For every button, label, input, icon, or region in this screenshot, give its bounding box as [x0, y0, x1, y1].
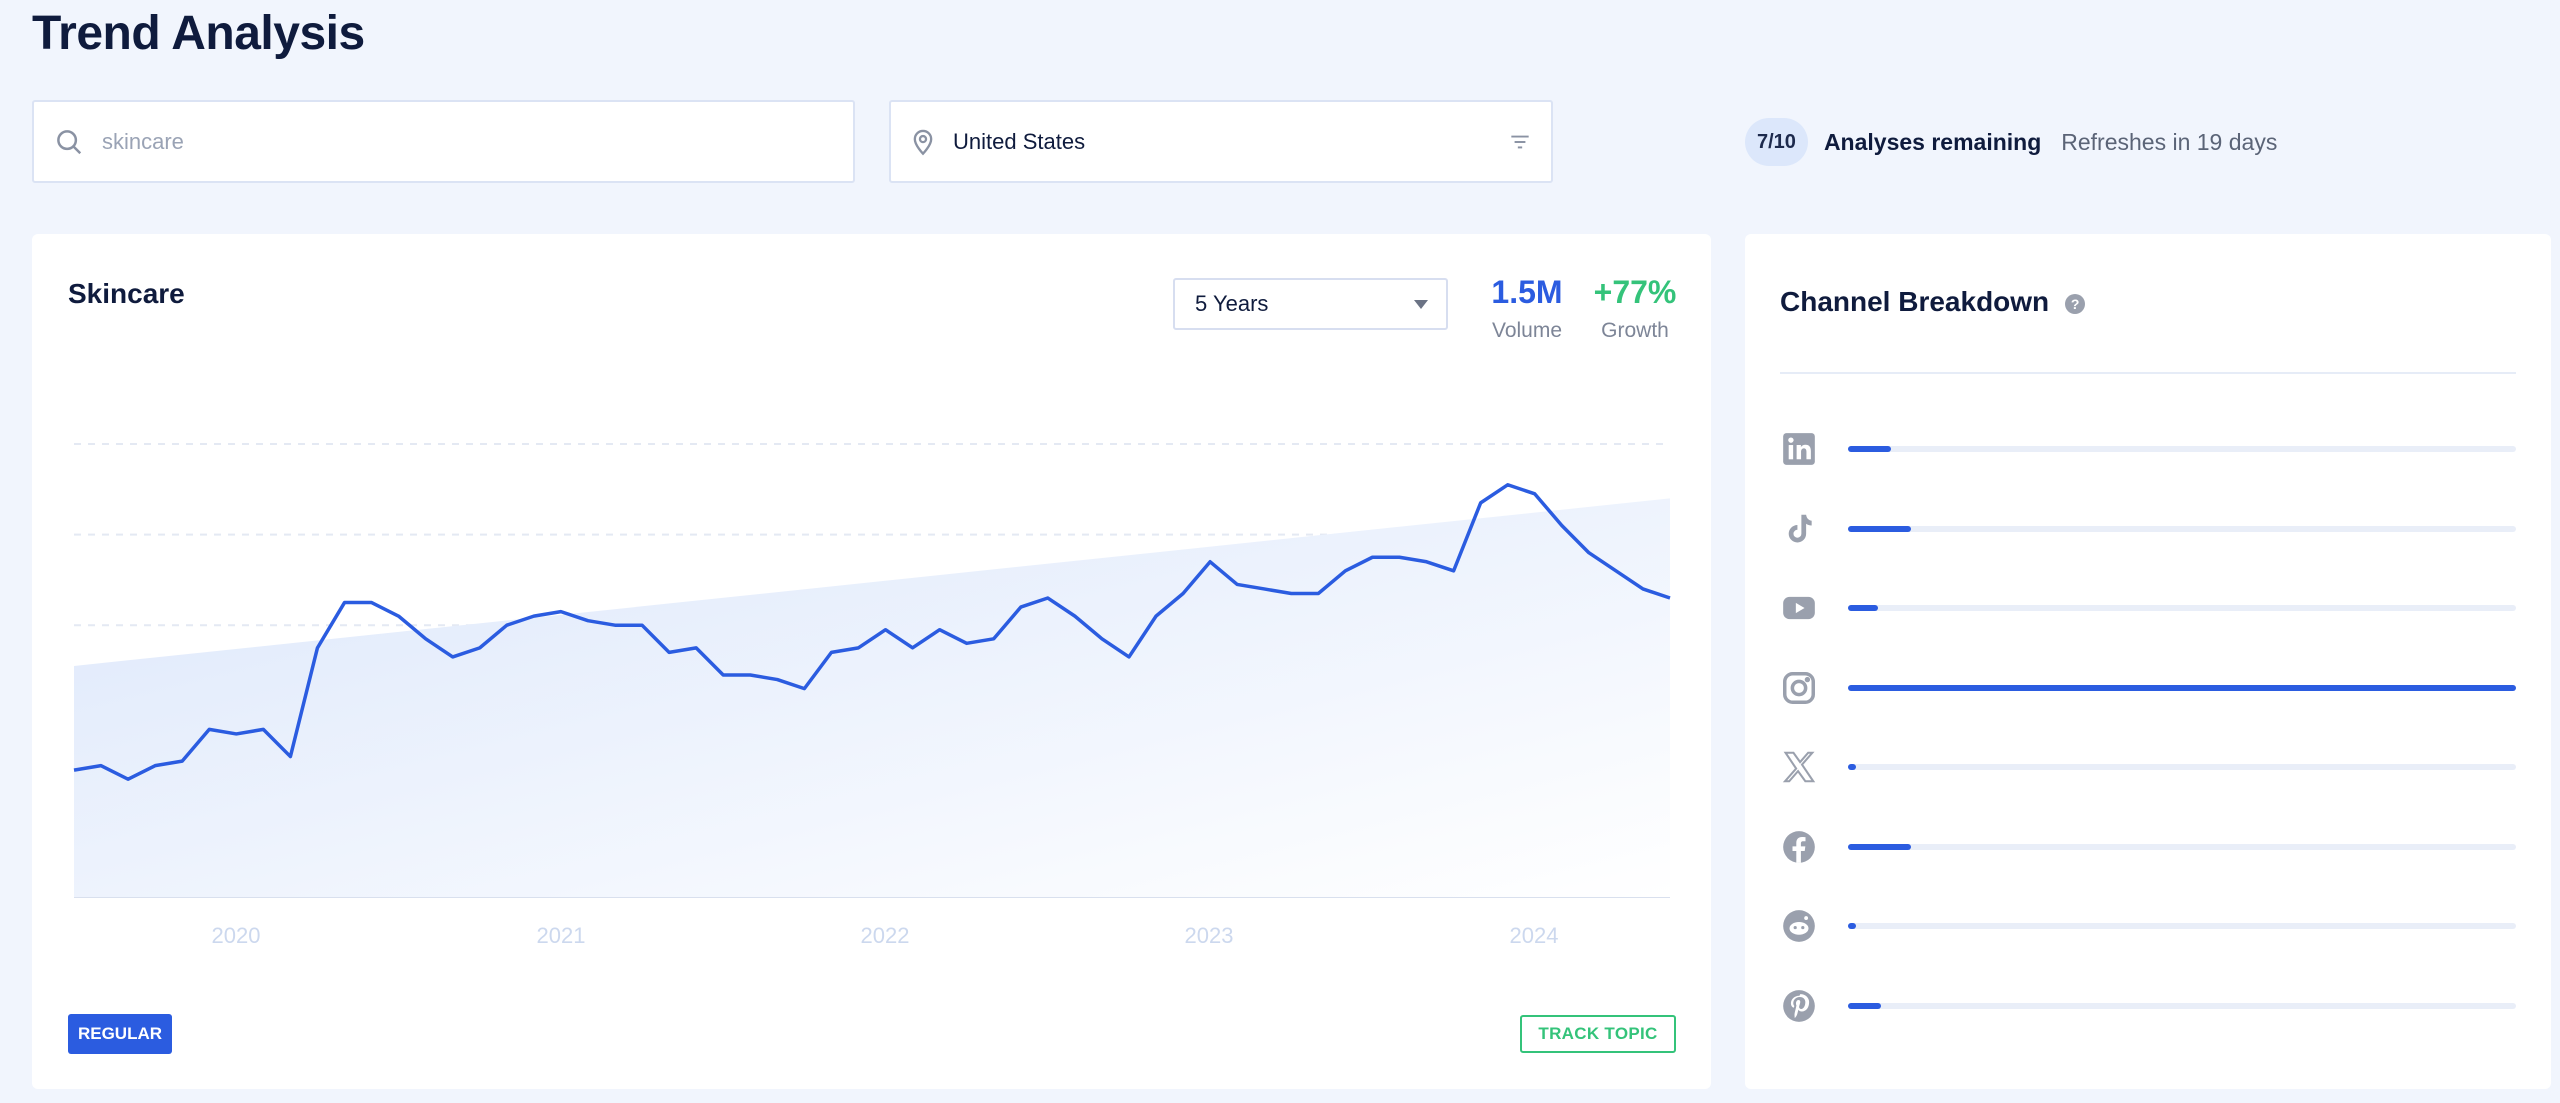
- channel-bar-track: [1848, 843, 2516, 850]
- channel-bar-fill: [1848, 843, 1912, 850]
- growth-label: Growth: [1601, 319, 1669, 342]
- pinterest-icon: [1780, 987, 1818, 1025]
- series-line: [73, 483, 1671, 781]
- channel-bar-fill: [1848, 1002, 1882, 1009]
- period-value: 5 Years: [1195, 291, 1269, 316]
- quota-badge: 7/10: [1745, 118, 1808, 166]
- x-tick-label: 2023: [1185, 923, 1234, 948]
- page-title: Trend Analysis: [32, 7, 365, 60]
- help-icon[interactable]: ?: [2065, 293, 2086, 314]
- channel-bar-track: [1848, 525, 2516, 532]
- growth-stat: +77% Growth: [1585, 274, 1685, 343]
- channel-row-facebook: [1780, 828, 2516, 868]
- channel-bar-track: [1848, 605, 2516, 611]
- trend-card: Skincare 5 Years 1.5M Volume +77% Growth…: [32, 234, 1711, 1089]
- reddit-icon: [1780, 907, 1818, 945]
- location-value: United States: [953, 128, 1086, 154]
- channel-bar-track: [1848, 446, 2516, 452]
- channel-row-pinterest: [1780, 987, 2516, 1027]
- divider: [1780, 372, 2516, 374]
- search-input[interactable]: [102, 128, 802, 155]
- track-topic-button[interactable]: TRACK TOPIC: [1520, 1015, 1676, 1053]
- instagram-icon: [1780, 669, 1818, 707]
- channel-bar-fill: [1848, 605, 1879, 611]
- x-tick-label: 2022: [861, 923, 910, 948]
- topic-title: Skincare: [68, 278, 185, 309]
- trend-band-area: [74, 498, 1670, 897]
- channel-row-youtube: [1780, 589, 2516, 629]
- youtube-icon: [1780, 589, 1818, 627]
- quota-refresh-text: Refreshes in 19 days: [2061, 128, 2278, 155]
- channel-breakdown-card: Channel Breakdown ?: [1745, 234, 2551, 1089]
- facebook-icon: [1780, 828, 1818, 866]
- caret-down-icon: [1414, 300, 1428, 309]
- search-field[interactable]: [32, 100, 855, 183]
- channel-breakdown-label: Channel Breakdown: [1780, 286, 2050, 317]
- channel-row-linkedin: [1780, 430, 2516, 470]
- channel-breakdown-title: Channel Breakdown ?: [1780, 286, 2086, 318]
- trend-chart: 2020 2021 2022 2023 2024: [73, 443, 1671, 948]
- search-icon: [57, 129, 82, 154]
- channel-bar-track: [1848, 1002, 2516, 1009]
- channel-row-x: [1780, 748, 2516, 788]
- location-select[interactable]: United States: [889, 100, 1553, 183]
- growth-value: +77%: [1593, 274, 1677, 310]
- channel-bar-fill: [1848, 684, 2516, 691]
- filter-icon[interactable]: [1507, 129, 1533, 155]
- channel-bar-fill: [1848, 446, 1892, 452]
- channel-bar-track: [1848, 923, 2516, 929]
- channel-row-instagram: [1780, 669, 2516, 709]
- channel-row-reddit: [1780, 907, 2516, 947]
- location-pin-icon: [913, 129, 933, 155]
- x-icon: [1780, 748, 1818, 786]
- channel-bar-fill: [1848, 764, 1857, 770]
- volume-value: 1.5M: [1491, 274, 1563, 310]
- x-tick-label: 2021: [537, 923, 586, 948]
- channel-bar-track: [1848, 764, 2516, 770]
- linkedin-icon: [1780, 430, 1818, 468]
- channel-bar-fill: [1848, 923, 1857, 929]
- volume-label: Volume: [1491, 319, 1563, 342]
- period-select[interactable]: 5 Years: [1173, 278, 1448, 330]
- quota-label: Analyses remaining: [1823, 128, 2042, 155]
- analyses-quota: 7/10 Analyses remaining Refreshes in 19 …: [1745, 118, 2277, 166]
- volume-stat: 1.5M Volume: [1482, 274, 1572, 343]
- channel-bar-fill: [1848, 525, 1912, 532]
- channel-row-tiktok: [1780, 510, 2516, 550]
- topic-type-badge: REGULAR: [68, 1014, 172, 1054]
- x-tick-label: 2024: [1510, 923, 1559, 948]
- x-tick-label: 2020: [212, 923, 261, 948]
- tiktok-icon: [1780, 510, 1818, 548]
- channel-bar-track: [1848, 684, 2516, 691]
